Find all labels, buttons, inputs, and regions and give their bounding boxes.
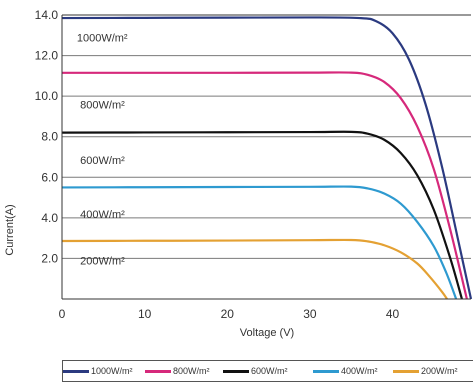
legend-item: 800W/m² [145, 365, 210, 377]
irradiance-labels: 1000W/m² 800W/m² 600W/m² 400W/m² 200W/m² [77, 32, 128, 267]
series-line-800w [61, 71, 468, 300]
legend-label: 200W/m² [421, 366, 458, 376]
legend-swatch [63, 369, 89, 373]
legend-item: 1000W/m² [63, 365, 133, 377]
axes [61, 14, 471, 300]
x-tick-label: 20 [221, 307, 235, 321]
x-tick-label: 0 [59, 307, 66, 321]
x-tick-label: 30 [303, 307, 317, 321]
series-line-1000w [61, 16, 473, 300]
legend-label: 800W/m² [173, 366, 210, 376]
y-tick-label: 6.0 [41, 170, 58, 184]
legend-label: 1000W/m² [91, 366, 133, 376]
legend-item: 600W/m² [223, 365, 288, 377]
legend-swatch [393, 369, 419, 373]
legend-swatch [145, 369, 171, 373]
irradiance-label: 600W/m² [80, 155, 125, 167]
chart-legend: 1000W/m² 800W/m² 600W/m² 400W/m² 200W/m² [62, 360, 473, 382]
series-line-200w [61, 238, 448, 300]
series-line-400w [61, 185, 458, 300]
legend-item: 200W/m² [393, 365, 458, 377]
y-tick-label: 2.0 [41, 251, 58, 265]
y-tick-label: 8.0 [41, 130, 58, 144]
x-tick-label: 10 [138, 307, 152, 321]
x-tick-label: 40 [386, 307, 400, 321]
y-tick-label: 4.0 [41, 211, 58, 225]
irradiance-label: 800W/m² [80, 99, 125, 111]
legend-label: 600W/m² [251, 366, 288, 376]
legend-label: 400W/m² [341, 366, 378, 376]
irradiance-label: 200W/m² [80, 255, 125, 267]
y-axis-label: Current(A) [4, 204, 16, 255]
irradiance-label: 1000W/m² [77, 32, 128, 44]
y-tick-label: 14.0 [35, 8, 59, 22]
legend-item: 400W/m² [313, 365, 378, 377]
y-tick-label: 10.0 [35, 89, 59, 103]
series-line-600w [61, 130, 463, 300]
iv-curve-chart: 2.0 4.0 6.0 8.0 10.0 12.0 14.0 0 10 20 30 40 1000W/… [4, 8, 473, 339]
legend-swatch [223, 369, 249, 373]
y-tick-label: 12.0 [35, 49, 59, 63]
legend-swatch [313, 369, 339, 373]
iv-curves [61, 16, 473, 300]
irradiance-label: 400W/m² [80, 209, 125, 221]
x-axis-label: Voltage (V) [240, 327, 294, 339]
gridlines: 2.0 4.0 6.0 8.0 10.0 12.0 14.0 0 10 20 30 40 [35, 8, 471, 321]
